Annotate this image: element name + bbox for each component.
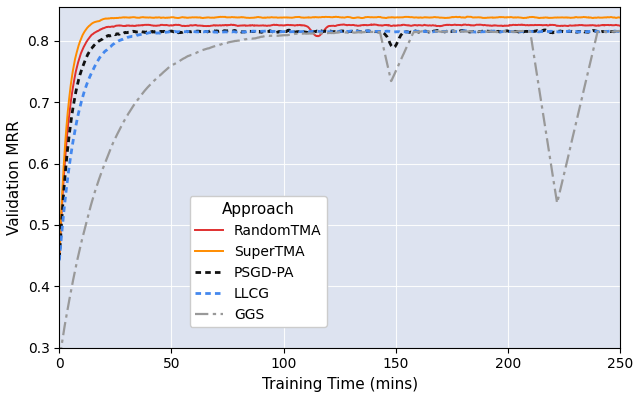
SuperTMA xyxy=(600,15,608,20)
PSGD-PA xyxy=(313,29,321,34)
GGS xyxy=(497,29,504,34)
Line: PSGD-PA: PSGD-PA xyxy=(60,30,620,259)
RandomTMA xyxy=(497,23,505,28)
SuperTMA xyxy=(313,15,321,20)
RandomTMA xyxy=(600,23,607,28)
LLCG xyxy=(84,79,92,84)
LLCG xyxy=(313,29,321,34)
PSGD-PA xyxy=(56,256,63,261)
LLCG xyxy=(600,29,607,34)
Line: LLCG: LLCG xyxy=(60,31,620,261)
Line: SuperTMA: SuperTMA xyxy=(60,17,620,258)
SuperTMA xyxy=(328,15,336,20)
PSGD-PA xyxy=(600,29,608,34)
Line: RandomTMA: RandomTMA xyxy=(60,24,620,259)
Legend: RandomTMA, SuperTMA, PSGD-PA, LLCG, GGS: RandomTMA, SuperTMA, PSGD-PA, LLCG, GGS xyxy=(189,196,327,327)
RandomTMA xyxy=(84,37,92,42)
SuperTMA xyxy=(600,15,607,20)
Line: GGS: GGS xyxy=(60,31,620,360)
RandomTMA xyxy=(56,256,63,261)
GGS xyxy=(600,29,607,34)
LLCG xyxy=(616,30,624,34)
GGS xyxy=(600,29,607,34)
RandomTMA xyxy=(328,24,336,28)
RandomTMA xyxy=(616,24,624,28)
SuperTMA xyxy=(463,14,471,19)
RandomTMA xyxy=(339,22,347,27)
RandomTMA xyxy=(313,34,321,38)
LLCG xyxy=(56,258,63,263)
PSGD-PA xyxy=(616,29,624,34)
PSGD-PA xyxy=(84,51,92,56)
X-axis label: Training Time (mins): Training Time (mins) xyxy=(262,377,418,392)
GGS xyxy=(84,214,92,219)
Y-axis label: Validation MRR: Validation MRR xyxy=(7,120,22,235)
RandomTMA xyxy=(600,23,608,28)
LLCG xyxy=(461,28,468,33)
PSGD-PA xyxy=(541,28,548,32)
LLCG xyxy=(497,30,505,34)
SuperTMA xyxy=(84,25,92,30)
SuperTMA xyxy=(616,15,624,20)
LLCG xyxy=(600,29,608,34)
SuperTMA xyxy=(56,255,63,260)
GGS xyxy=(616,28,624,33)
PSGD-PA xyxy=(497,29,504,34)
GGS xyxy=(328,31,336,36)
PSGD-PA xyxy=(600,29,607,34)
GGS xyxy=(313,31,321,36)
PSGD-PA xyxy=(328,29,336,34)
SuperTMA xyxy=(497,15,505,20)
LLCG xyxy=(328,30,336,34)
GGS xyxy=(56,358,63,363)
